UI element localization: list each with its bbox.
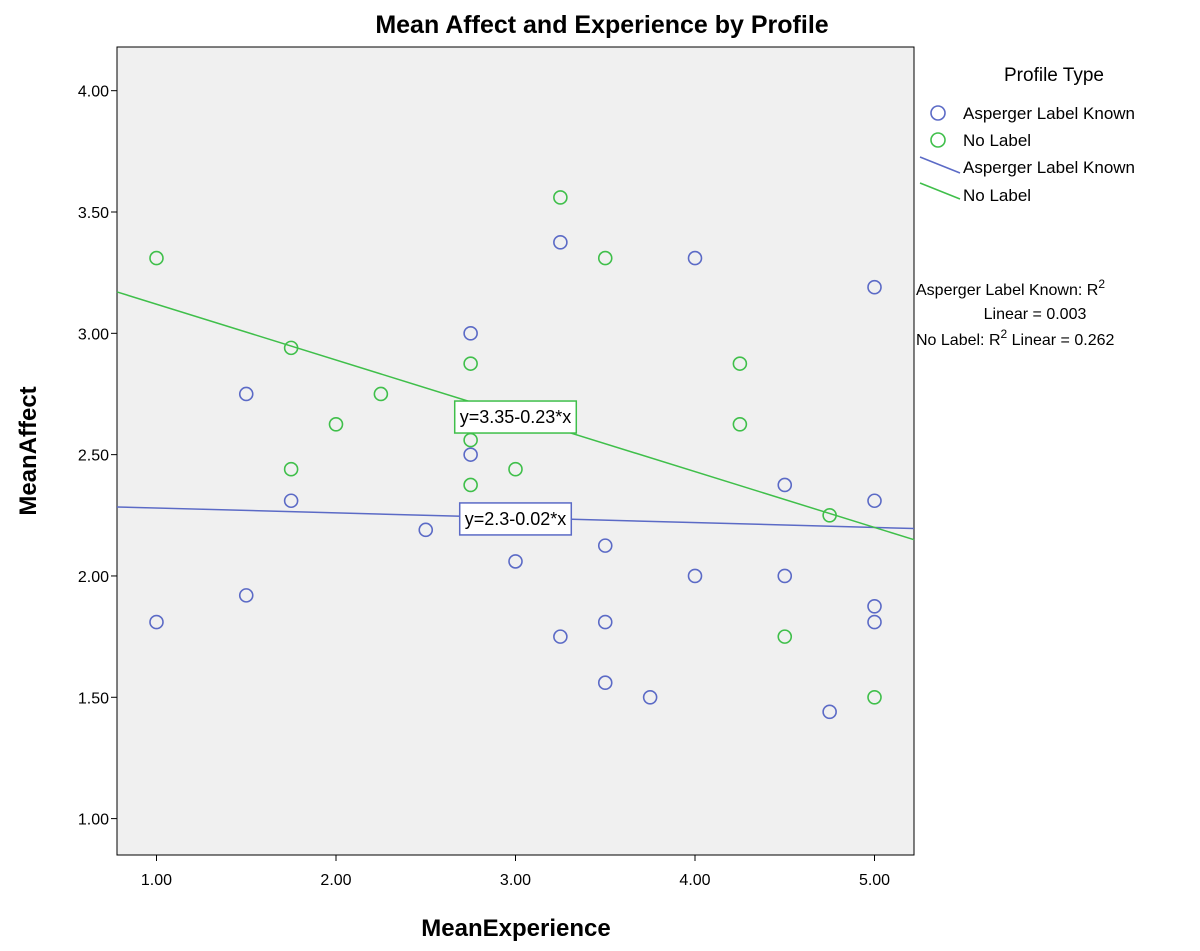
chart-title: Mean Affect and Experience by Profile (375, 11, 828, 39)
data-point-series-0 (238, 588, 254, 603)
y-tick-label: 3.50 (78, 205, 109, 222)
x-tick-label: 3.00 (500, 872, 531, 889)
plot-area (116, 46, 915, 856)
data-point-series-1 (373, 386, 389, 402)
data-point-series-0 (642, 689, 658, 705)
data-points (149, 190, 882, 720)
data-point-series-0 (283, 493, 299, 509)
data-point-series-0 (822, 704, 837, 720)
fit-equation-text: y=2.3-0.02*x (465, 509, 567, 529)
y-axis-label: MeanAffect (15, 386, 42, 515)
legend-line-label-nolabel: No Label (963, 186, 1031, 205)
legend-line-asperger (919, 156, 961, 174)
y-tick-label: 2.00 (78, 569, 109, 586)
fit-equation-box (458, 502, 573, 536)
data-point-series-1 (777, 629, 793, 644)
data-point-series-0 (238, 386, 254, 402)
data-point-series-0 (687, 568, 703, 584)
fit-stat-asperger-line1: Asperger Label Known: R2 (916, 277, 1105, 299)
data-point-series-0 (553, 235, 568, 250)
fit-stat-asperger-line2: Linear = 0.003 (984, 306, 1087, 323)
data-point-series-0 (867, 279, 882, 295)
fit-stat-nolabel-sup: 2 (1001, 327, 1008, 341)
fit-equation-0: y=2.3-0.02*x (458, 502, 573, 536)
data-point-series-1 (463, 356, 478, 371)
data-point-series-1 (149, 250, 164, 266)
fit-equation-box (453, 400, 578, 434)
x-axis: 1.00 2.00 3.00 4.00 5.00 (141, 855, 890, 889)
legend-marker-label-nolabel: No Label (963, 131, 1031, 150)
data-point-series-1 (553, 190, 568, 205)
fit-stat-asperger-sup: 2 (1098, 277, 1105, 291)
data-point-series-0 (149, 614, 164, 630)
y-tick-label: 1.50 (78, 690, 109, 707)
fit-equation-1: y=3.35-0.23*x (453, 400, 578, 434)
y-tick-label: 3.00 (78, 326, 109, 343)
x-tick-label: 1.00 (141, 872, 172, 889)
data-point-series-1 (732, 356, 748, 371)
legend-marker-nolabel (930, 132, 946, 148)
x-tick-label: 2.00 (320, 872, 351, 889)
x-tick-label: 5.00 (859, 872, 890, 889)
fit-stat-nolabel: No Label: R2 Linear = 0.262 (916, 327, 1114, 349)
legend-line-label-asperger: Asperger Label Known (963, 158, 1135, 177)
data-point-series-1 (328, 417, 344, 432)
data-point-series-0 (777, 568, 793, 584)
y-tick-label: 1.00 (78, 812, 109, 829)
data-point-series-0 (867, 598, 882, 614)
y-tick-label: 4.00 (78, 84, 109, 101)
fit-equation-labels: y=2.3-0.02*x y=3.35-0.23*x (453, 400, 578, 536)
y-axis: 1.00 1.50 2.00 2.50 3.00 3.50 4.00 (78, 84, 117, 829)
data-point-series-0 (597, 614, 613, 630)
fit-statistics: Asperger Label Known: R2 Linear = 0.003 … (916, 277, 1114, 349)
legend: Profile Type Asperger Label Known No Lab… (919, 65, 1135, 205)
legend-marker-asperger (930, 105, 946, 121)
data-point-series-0 (597, 538, 613, 553)
legend-marker-label-asperger: Asperger Label Known (963, 104, 1135, 123)
data-point-series-1 (597, 250, 613, 266)
data-point-series-0 (597, 675, 613, 691)
fit-stat-nolabel-r: No Label: R (916, 332, 1001, 349)
data-point-series-1 (732, 417, 748, 432)
data-point-series-1 (867, 689, 882, 705)
data-point-series-0 (508, 554, 523, 569)
data-point-series-0 (418, 522, 434, 538)
data-point-series-0 (687, 250, 703, 266)
fit-stat-nolabel-value: Linear = 0.262 (1007, 332, 1114, 349)
data-point-series-1 (463, 477, 478, 493)
x-axis-label: MeanExperience (421, 915, 610, 942)
data-point-series-0 (463, 326, 478, 341)
data-point-series-0 (867, 614, 882, 630)
legend-line-nolabel (919, 182, 961, 200)
data-point-series-1 (283, 340, 299, 356)
data-point-series-1 (508, 461, 523, 477)
data-point-series-0 (463, 447, 478, 462)
data-point-series-0 (867, 493, 882, 509)
data-point-series-0 (553, 629, 568, 644)
y-tick-label: 2.50 (78, 448, 109, 465)
legend-title: Profile Type (1004, 65, 1104, 86)
x-tick-label: 4.00 (679, 872, 710, 889)
data-point-series-1 (283, 461, 299, 477)
data-point-series-0 (777, 477, 793, 493)
data-point-series-1 (822, 508, 837, 523)
fit-equation-text: y=3.35-0.23*x (460, 407, 572, 427)
fit-stat-asperger-r: Asperger Label Known: R (916, 282, 1098, 299)
